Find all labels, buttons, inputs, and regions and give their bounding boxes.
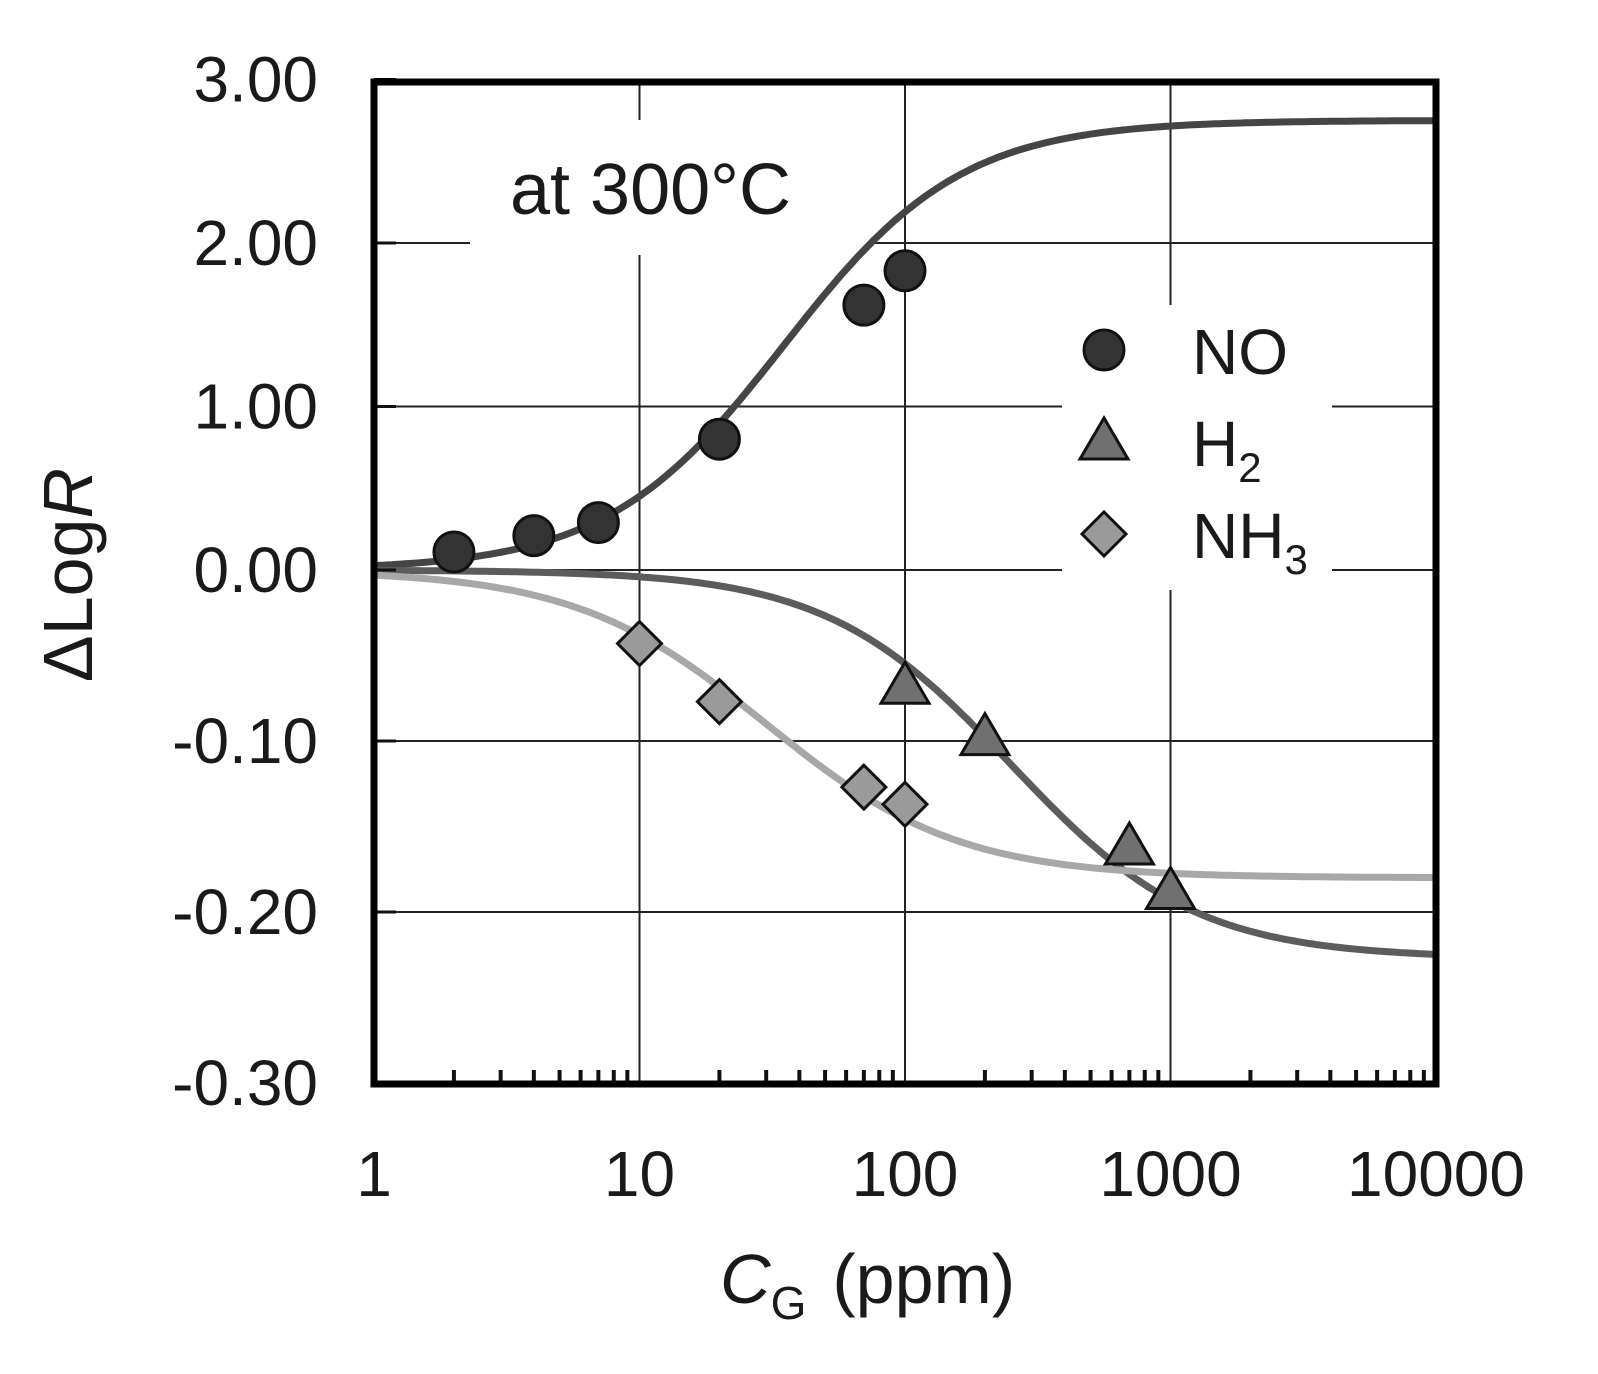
- legend-label-nh3: NH3: [1192, 500, 1308, 583]
- data-point-no: [512, 514, 556, 558]
- legend-marker-h2: [1077, 415, 1131, 461]
- annotation-background: [470, 120, 870, 255]
- x-tick-label: 10000: [1347, 1138, 1525, 1210]
- data-point-h2: [958, 710, 1012, 757]
- x-tick-label: 100: [852, 1138, 959, 1210]
- data-point-nh3: [695, 677, 744, 726]
- y-tick-label: 2.00: [193, 207, 318, 279]
- data-point-no: [576, 501, 620, 545]
- data-points: [432, 249, 1198, 910]
- y-tick-label: 0.00: [193, 534, 318, 606]
- data-point-h2: [878, 659, 932, 705]
- x-tick-label: 1: [356, 1138, 392, 1210]
- temperature-annotation: at 300°C: [510, 150, 791, 230]
- data-point-h2: [1102, 820, 1156, 866]
- legend-marker-no: [1082, 328, 1126, 372]
- x-tick-label: 1000: [1099, 1138, 1241, 1210]
- annotation-layer: at 300°C: [470, 120, 870, 255]
- data-point-no: [883, 249, 927, 293]
- legend: NO H2 NH3: [1062, 305, 1332, 590]
- legend-marker-nh3: [1079, 509, 1129, 559]
- y-tick-label: 3.00: [193, 44, 318, 116]
- y-axis-label-symbol: R: [29, 468, 107, 519]
- data-point-nh3: [615, 619, 664, 668]
- y-axis-label: ΔLogR: [29, 468, 107, 682]
- y-tick-label: 1.00: [193, 371, 318, 443]
- data-point-no: [697, 417, 741, 461]
- x-axis-label: CG (ppm): [720, 1240, 1015, 1329]
- axes: 1 10 100 1000 10000 3.00 2.00 1.00 0.00 -0.10 -0.2…: [172, 44, 1525, 1211]
- legend-label-no: NO: [1192, 316, 1288, 388]
- x-axis-label-subscript: G: [771, 1277, 807, 1329]
- y-axis-label-prefix: ΔLog: [29, 519, 107, 683]
- data-point-no: [842, 283, 886, 327]
- data-point-nh3: [839, 763, 888, 812]
- data-point-no: [432, 530, 476, 574]
- plot-frame: [370, 78, 1440, 1088]
- y-tick-label: -0.30: [172, 1047, 318, 1119]
- y-tick-label: -0.10: [172, 705, 318, 777]
- x-tick-label: 10: [604, 1138, 675, 1210]
- legend-label-h2: H2: [1192, 408, 1262, 491]
- data-point-h2: [1143, 864, 1198, 910]
- data-point-nh3: [880, 780, 930, 829]
- x-axis-label-symbol: C: [720, 1240, 771, 1318]
- x-axis-label-unit: (ppm): [832, 1240, 1015, 1318]
- y-tick-label: -0.20: [172, 876, 318, 948]
